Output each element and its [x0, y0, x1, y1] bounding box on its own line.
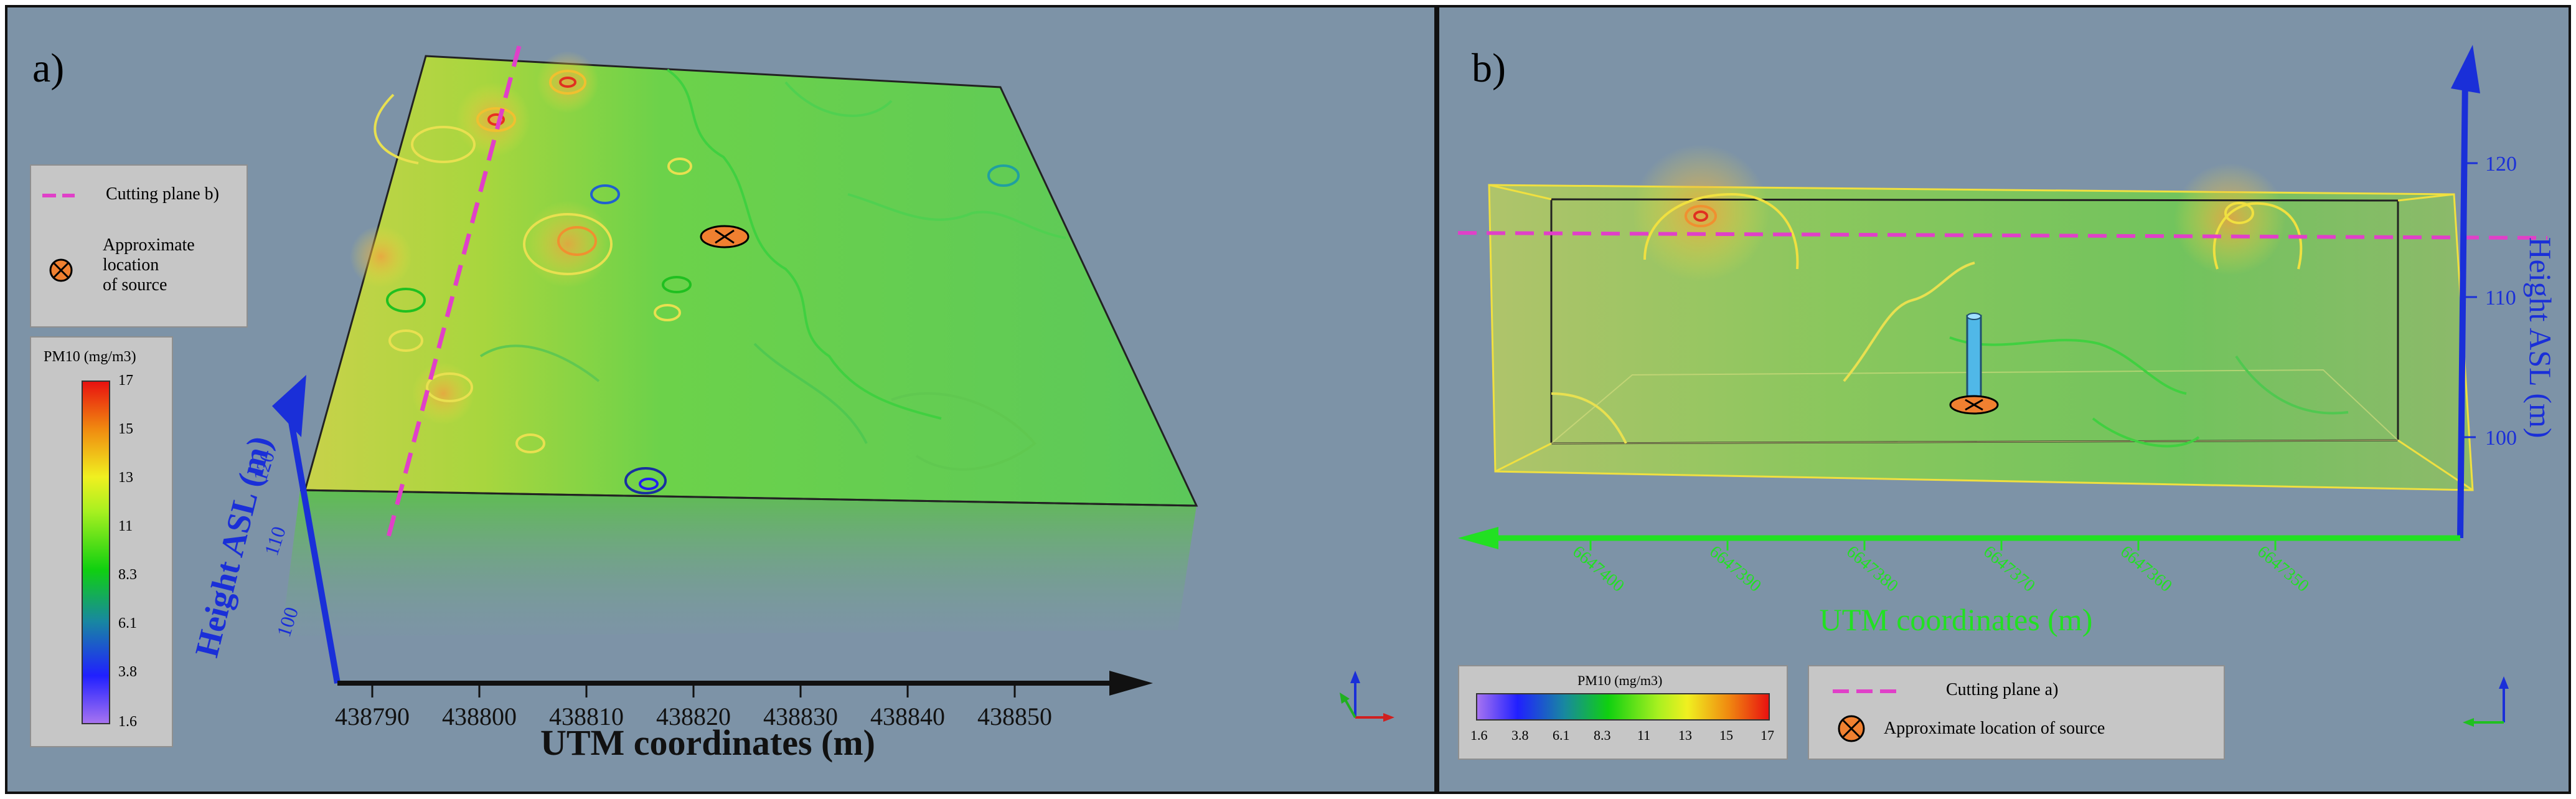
x-axis-arrowhead — [1458, 527, 1498, 549]
colorbar-box: PM10 (mg/m3) 1.6 3.8 6.1 8.3 11 13 15 17 — [1458, 665, 1788, 760]
orientation-triad-icon — [1340, 671, 1394, 722]
cutting-plane-line — [1457, 231, 2548, 240]
colorbar-tick-label: 6.1 — [1553, 727, 1570, 743]
z-tick-label: 120 — [2485, 153, 2517, 176]
z-axis-tick-marks — [2463, 162, 2478, 438]
x-tick-label: 6647360 — [2117, 542, 2176, 596]
x-axis-tick-marks — [1589, 538, 2277, 551]
colorbar-title: PM10 (mg/m3) — [1577, 673, 1663, 688]
colorbar-tick-label: 17 — [1760, 727, 1774, 743]
z-tick-label: 110 — [260, 524, 290, 559]
colorbar-tick-label: 8.3 — [118, 567, 137, 583]
z-axis-title: Height ASL (m) — [2523, 237, 2558, 438]
x-tick-label: 438790 — [335, 702, 410, 730]
panel-b: 120 110 100 Height ASL (m) 6647400 66473… — [1437, 5, 2571, 794]
colorbar-gradient — [82, 381, 110, 724]
volume-top-surface — [304, 55, 1198, 507]
x-axis-title: UTM coordinates (m) — [1820, 602, 2093, 637]
x-tick-label: 438840 — [870, 702, 945, 730]
legend-symbols — [42, 194, 75, 282]
legend-symbols — [1833, 689, 1902, 742]
colorbar-tick-label: 15 — [1719, 727, 1733, 743]
colorbar-tick-label: 13 — [1678, 727, 1692, 743]
panel-b-label: b) — [1472, 45, 1506, 91]
x-axis-title: UTM coordinates (m) — [540, 722, 875, 763]
colorbar-title: PM10 (mg/m3) — [44, 349, 136, 365]
colorbar-tick-label: 13 — [118, 470, 133, 486]
colorbar-tick-label: 17 — [118, 372, 133, 389]
volume-edge — [1488, 184, 1552, 201]
x-tick-label: 6647390 — [1706, 542, 1765, 596]
z-axis-line — [288, 418, 341, 684]
z-tick-label: 110 — [2485, 286, 2516, 310]
colorbar-tick-label: 15 — [118, 421, 133, 437]
colorbar-box: PM10 (mg/m3) 17 15 13 11 8.3 6.1 3.8 1.6 — [30, 336, 173, 747]
legend-source-label-line: Approximate — [103, 235, 195, 255]
panel-a: 438790 438800 438810 438820 438830 43884… — [5, 5, 1437, 794]
x-tick-label: 438830 — [763, 702, 838, 730]
inner-floor — [1549, 369, 2400, 445]
legend-box: Cutting plane a) Approximate location of… — [1808, 665, 2225, 760]
colorbar-tick-label: 11 — [118, 518, 133, 534]
panel-a-label: a) — [32, 45, 65, 91]
volume-edge — [2397, 193, 2455, 202]
x-tick-label: 438820 — [656, 702, 731, 730]
z-tick-label: 100 — [2485, 427, 2517, 450]
source-marker — [1949, 313, 1999, 415]
x-tick-label: 438800 — [442, 702, 517, 730]
x-tick-label: 6647350 — [2254, 542, 2313, 596]
z-axis-arrowhead — [272, 375, 306, 437]
colorbar-tick-label: 1.6 — [1470, 727, 1488, 743]
panel-a-scene: 438790 438800 438810 438820 438830 43884… — [188, 45, 1394, 763]
colorbar-tick-label: 1.6 — [118, 714, 137, 730]
colorbar-tick-label: 3.8 — [1511, 727, 1529, 743]
z-axis-arrowhead — [2451, 45, 2480, 93]
x-axis-arrowhead — [1109, 671, 1153, 696]
source-marker — [700, 225, 750, 248]
legend-source-label-line: location — [103, 255, 159, 275]
orientation-triad-icon — [2463, 676, 2509, 727]
x-tick-label: 438810 — [549, 702, 624, 730]
contour-lines — [374, 69, 1066, 494]
x-axis-tick-marks — [371, 683, 1016, 697]
legend-cutting-plane-label: Cutting plane a) — [1946, 680, 2059, 699]
colorbar-tick-label: 8.3 — [1594, 727, 1611, 743]
cutting-plane-line — [386, 45, 522, 537]
colorbar-tick-label: 6.1 — [118, 615, 137, 631]
x-tick-label: 6647400 — [1569, 542, 1628, 596]
concentration-hotspots — [350, 51, 611, 425]
panel-b-scene: 120 110 100 Height ASL (m) 6647400 66473… — [1457, 45, 2558, 727]
volume-edge — [299, 489, 1197, 507]
legend-box: Cutting plane b) Approximate location of… — [30, 164, 248, 328]
colorbar-tick-label: 3.8 — [118, 664, 137, 680]
volume-front-face — [281, 490, 1196, 636]
colorbar-gradient — [1476, 693, 1770, 721]
x-tick-label: 6647380 — [1843, 542, 1902, 596]
colorbar-tick-label: 11 — [1637, 727, 1651, 743]
x-tick-label: 6647370 — [1980, 542, 2039, 596]
volume-edge — [1495, 442, 1552, 473]
legend-cutting-plane-label: Cutting plane b) — [106, 184, 219, 204]
legend-source-label: Approximate location of source — [1884, 719, 2105, 738]
z-axis-line — [2457, 75, 2468, 539]
x-tick-label: 438850 — [977, 702, 1052, 730]
legend-source-label-line: of source — [103, 275, 167, 295]
